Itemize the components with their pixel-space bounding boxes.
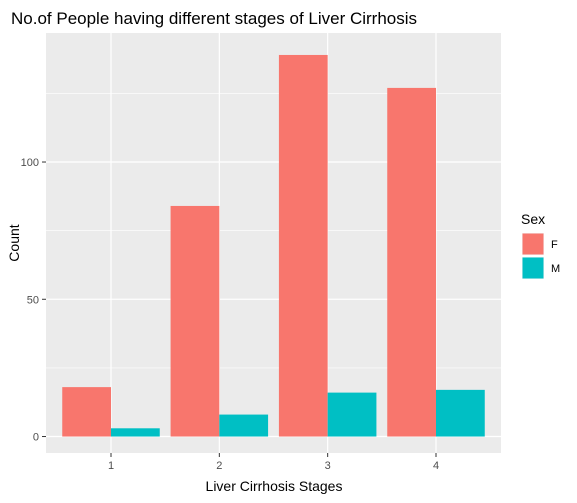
x-tick-label: 4 — [433, 460, 439, 472]
y-tick-label: 0 — [33, 432, 39, 444]
bar-f-stage-3 — [278, 54, 328, 437]
legend-label-f: F — [551, 239, 558, 251]
y-tick-label: 100 — [21, 157, 39, 169]
y-axis-ticks: 0 50 100 — [21, 157, 46, 444]
y-tick-label: 50 — [27, 294, 39, 306]
legend-label-m: M — [551, 263, 560, 275]
bar-f-stage-1 — [62, 387, 111, 437]
bar-m-stage-4 — [436, 389, 485, 437]
bar-m-stage-2 — [219, 414, 269, 437]
bar-m-stage-3 — [327, 392, 377, 437]
legend-key-m — [522, 257, 544, 279]
legend-key-f — [522, 233, 544, 255]
x-tick-label: 1 — [108, 460, 114, 472]
legend: Sex FM — [521, 211, 560, 279]
bar-m-stage-1 — [111, 428, 160, 437]
bars — [62, 54, 485, 437]
x-axis-title: Liver Cirrhosis Stages — [206, 478, 343, 494]
x-tick-label: 2 — [216, 460, 222, 472]
y-axis-title: Count — [6, 224, 22, 261]
chart-title: No.of People having different stages of … — [11, 9, 417, 28]
x-tick-label: 3 — [325, 460, 331, 472]
legend-title: Sex — [521, 211, 545, 227]
x-axis-ticks: 1 2 3 4 — [108, 453, 439, 472]
bar-f-stage-2 — [170, 205, 220, 437]
bar-f-stage-4 — [387, 87, 436, 437]
